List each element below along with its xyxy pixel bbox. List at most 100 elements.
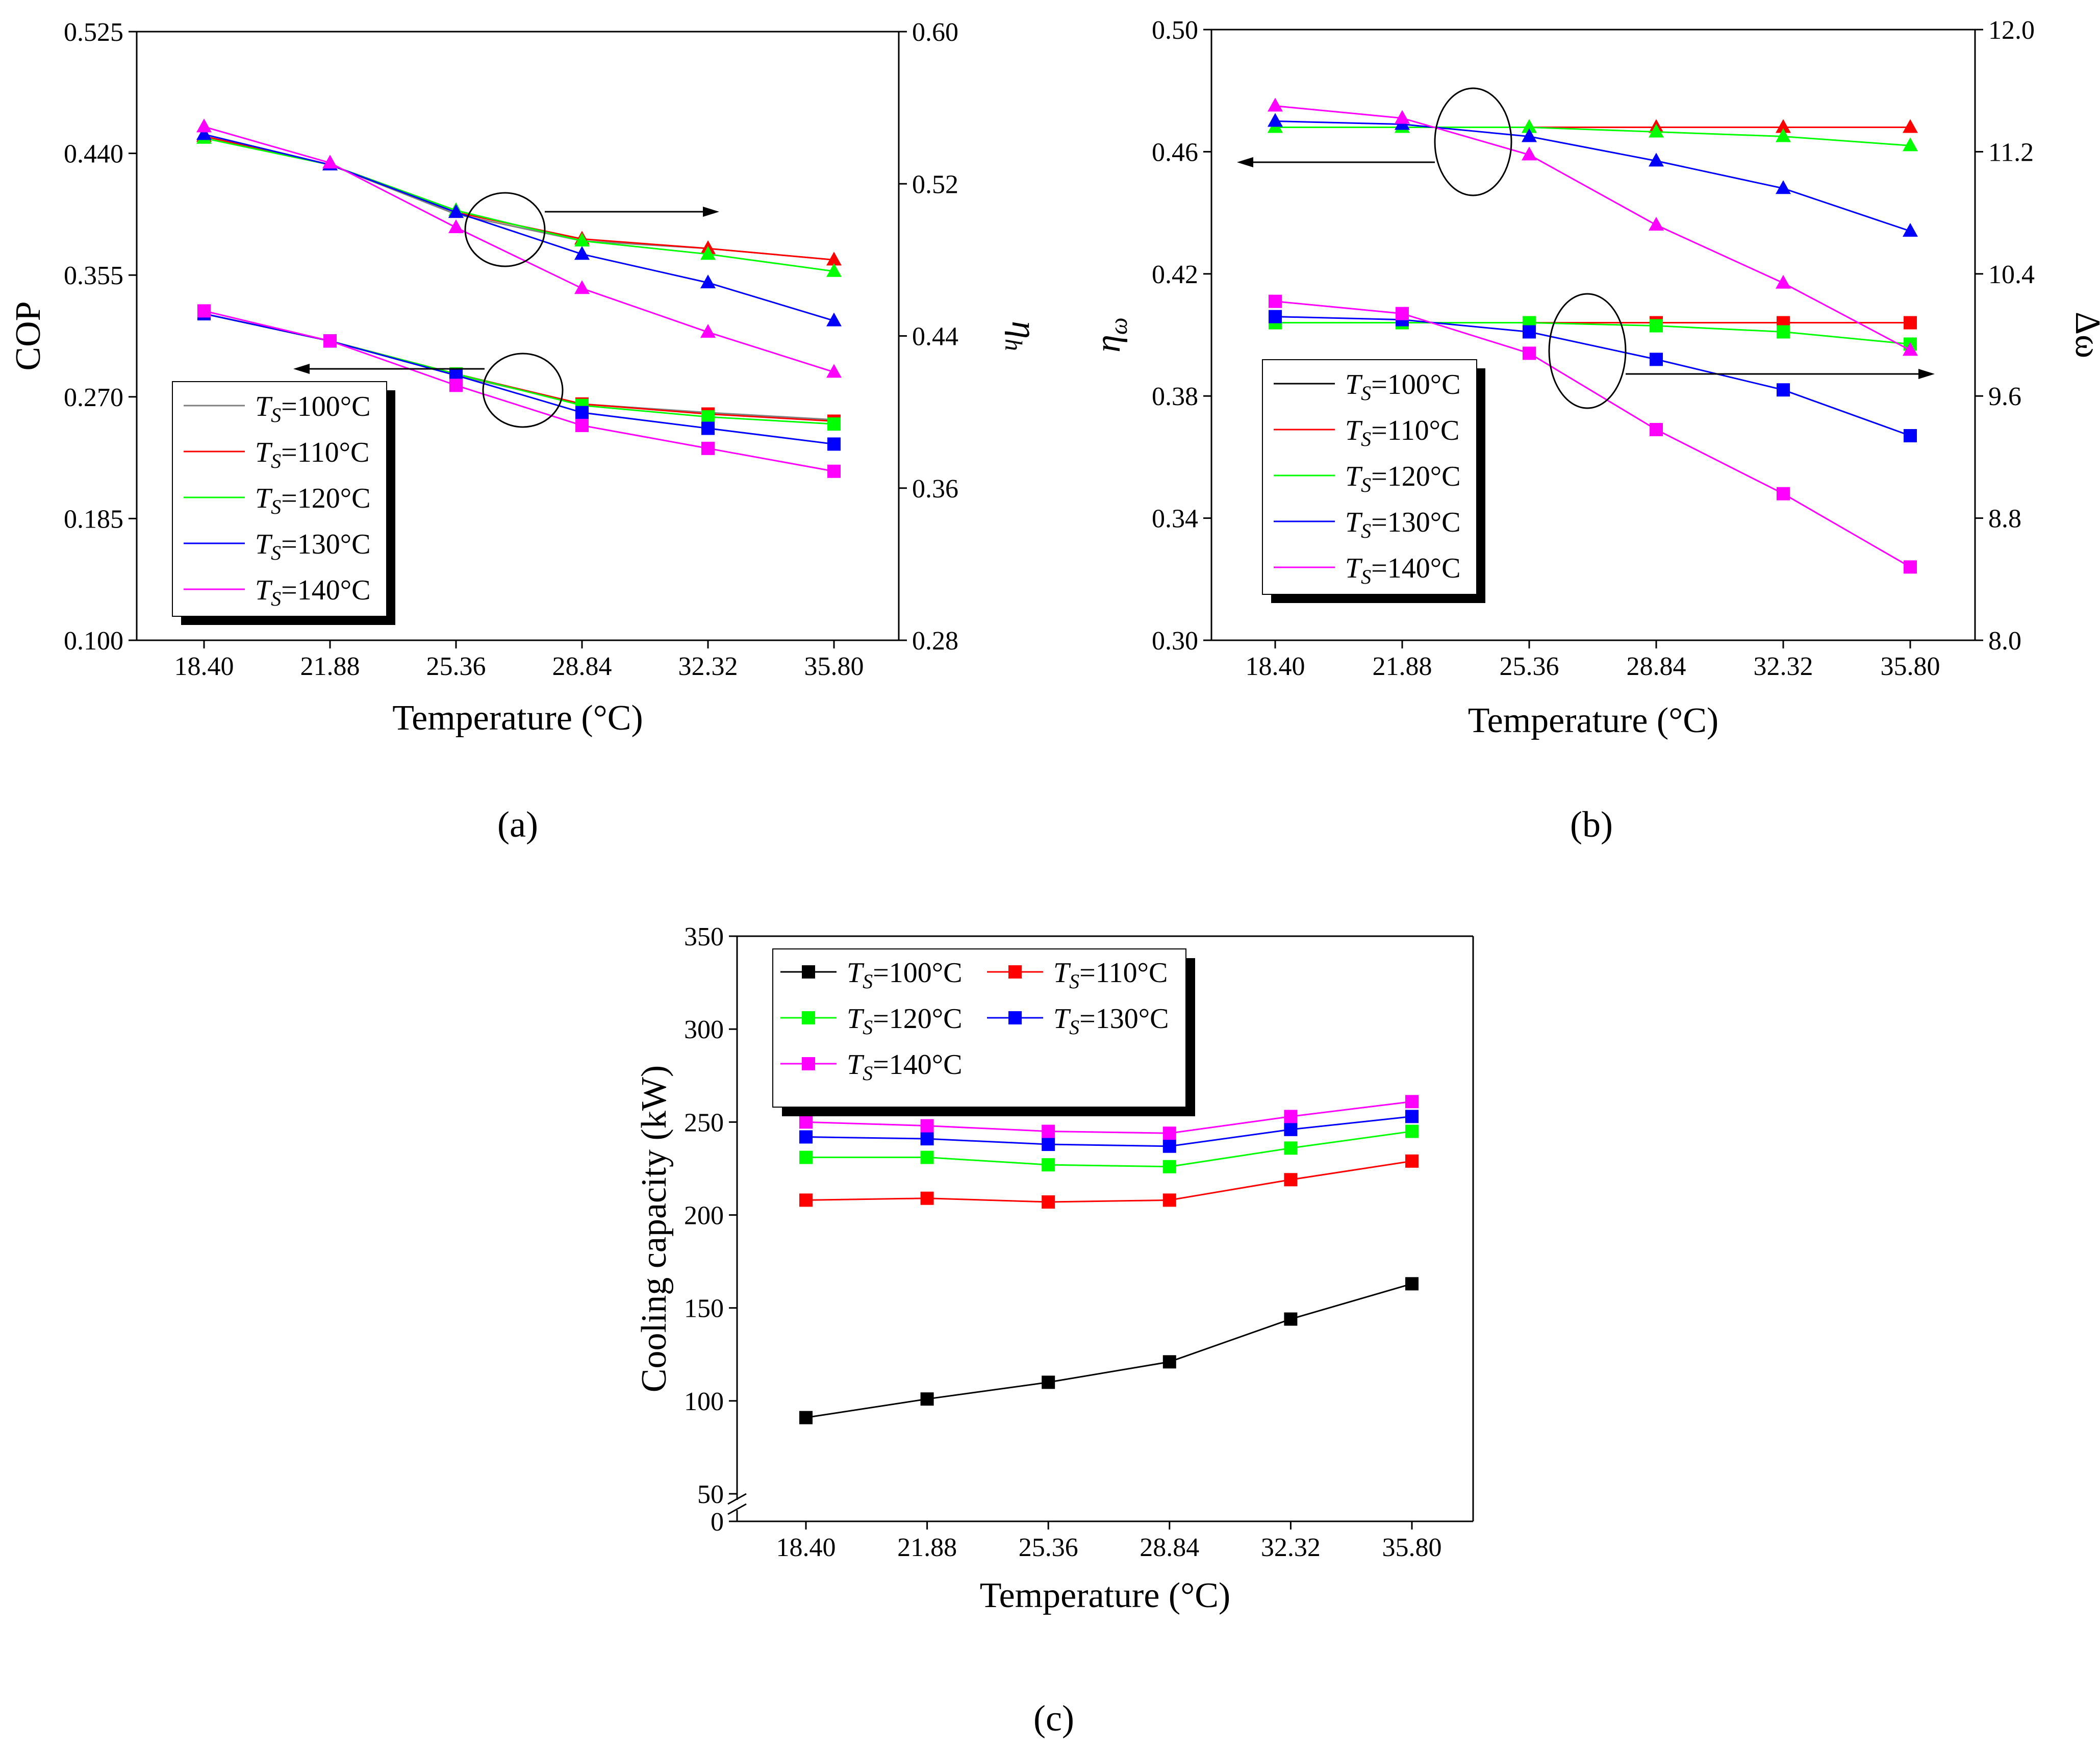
eta-h-point — [322, 155, 338, 169]
eta-h-point — [700, 246, 716, 260]
delta-omega-point — [1903, 137, 1918, 152]
series-line-eta-omega — [1275, 300, 1911, 568]
y2-tick-label: 9.6 — [1988, 382, 2021, 411]
legend-subscript: S — [271, 495, 281, 518]
y-tick-label: 50 — [697, 1480, 724, 1509]
legend: TS=100°CTS=110°CTS=120°CTS=130°CTS=140°C — [1262, 359, 1485, 603]
legend-entry: TS=100°C — [847, 957, 962, 993]
cooling-capacity-point — [799, 1115, 813, 1129]
eta-h-point — [574, 280, 590, 294]
eta-h-point — [448, 204, 464, 218]
x-tick-label: 35.80 — [1881, 652, 1940, 681]
eta-h-point — [826, 263, 842, 277]
plot-frame — [1210, 29, 1976, 641]
y2-tick-label: 0.52 — [912, 170, 958, 199]
y-tick-label: 200 — [684, 1201, 724, 1231]
arrow-head-icon — [1237, 157, 1253, 167]
cooling-capacity-point — [1042, 1375, 1055, 1389]
cop-point — [701, 410, 715, 424]
y2-tick-label: 10.4 — [1988, 260, 2035, 289]
cop-point — [575, 418, 589, 432]
cooling-capacity-point — [1162, 1139, 1176, 1153]
y-tick-label: 350 — [684, 922, 724, 951]
eta-h-point — [826, 312, 842, 327]
legend-symbol: T — [1345, 461, 1363, 492]
cop-point — [827, 417, 841, 431]
legend-entry: TS=120°C — [255, 483, 370, 518]
cooling-capacity-point — [1284, 1141, 1298, 1155]
cooling-capacity-point — [920, 1191, 934, 1205]
legend-subscript: S — [1069, 1016, 1079, 1039]
cop-point — [827, 437, 841, 451]
cooling-capacity-point — [1405, 1124, 1419, 1138]
eta-h-point — [826, 252, 842, 266]
legend-box — [1262, 359, 1477, 595]
arrow-head-icon — [293, 364, 310, 374]
y-axis-symbol: η — [1089, 335, 1128, 353]
series-line-cooling-capacity — [805, 1115, 1412, 1147]
y-tick-label: 0.440 — [64, 140, 123, 169]
eta-h-point — [574, 233, 590, 247]
delta-omega-point — [1649, 217, 1664, 231]
cooling-capacity-point — [1284, 1122, 1298, 1136]
cooling-capacity-point — [1162, 1126, 1176, 1140]
x-tick-label: 21.88 — [1373, 652, 1432, 681]
y-tick-label: 150 — [684, 1294, 724, 1323]
y2-tick-label: 0.44 — [912, 322, 958, 352]
x-tick-label: 18.40 — [1246, 652, 1305, 681]
delta-omega-point — [1522, 146, 1537, 161]
delta-omega-point — [1649, 153, 1664, 167]
x-tick-label: 25.36 — [426, 652, 486, 681]
legend-subscript: S — [271, 541, 281, 564]
legend-subscript: S — [863, 1062, 873, 1085]
cooling-capacity-point — [1162, 1160, 1176, 1173]
cooling-capacity-point — [1042, 1138, 1055, 1151]
y-tick-label: 0.100 — [64, 627, 123, 656]
legend-symbol: T — [1345, 415, 1363, 446]
x-tick-label: 28.84 — [1140, 1533, 1199, 1562]
x-axis-label: Temperature (°C) — [1468, 701, 1718, 740]
x-tick-label: 28.84 — [1627, 652, 1686, 681]
eta-omega-point — [1650, 319, 1663, 333]
legend-subscript: S — [271, 404, 281, 427]
panel-label: (b) — [1570, 804, 1613, 845]
legend-subscript: S — [1361, 382, 1371, 405]
x-tick-label: 28.84 — [552, 652, 612, 681]
y-axis-label: COP — [9, 301, 48, 370]
delta-omega-point — [1776, 128, 1791, 142]
eta-omega-point — [1523, 325, 1536, 339]
cooling-capacity-point — [799, 1193, 813, 1207]
y-tick-label: 100 — [684, 1387, 724, 1416]
eta-h-point — [700, 274, 716, 289]
y2-tick-label: 0.60 — [912, 18, 958, 47]
y-axis-label: ηω — [1089, 317, 1132, 353]
cooling-capacity-point — [799, 1411, 813, 1424]
cooling-capacity-point — [1042, 1158, 1055, 1172]
x-tick-label: 25.36 — [1019, 1533, 1078, 1562]
legend-rest: =140°C — [873, 1049, 962, 1081]
legend-symbol: T — [1053, 1003, 1071, 1035]
eta-omega-point — [1777, 325, 1790, 339]
delta-omega-point — [1776, 180, 1791, 194]
eta-h-point — [826, 364, 842, 378]
series-line-cop — [204, 310, 834, 472]
legend-entry: TS=100°C — [255, 391, 370, 427]
cooling-capacity-point — [1162, 1355, 1176, 1369]
legend-symbol: T — [1345, 369, 1363, 400]
eta-omega-point — [1269, 294, 1282, 308]
cooling-capacity-point — [920, 1132, 934, 1146]
legend-entry: TS=120°C — [1345, 461, 1460, 496]
panel-label: (c) — [1033, 1698, 1074, 1739]
eta-omega-point — [1777, 487, 1790, 500]
eta-omega-point — [1650, 423, 1663, 437]
legend-entry: TS=140°C — [255, 574, 370, 610]
y-tick-label: 0.42 — [1152, 260, 1198, 289]
y2-tick-label: 12.0 — [1988, 16, 2035, 45]
y-tick-label: 0.34 — [1152, 505, 1198, 534]
legend-rest: =110°C — [1079, 957, 1168, 989]
legend-symbol: T — [255, 437, 273, 468]
delta-omega-point — [1522, 128, 1537, 142]
y2-axis-symbol: η — [1004, 321, 1044, 339]
cop-point — [827, 464, 841, 478]
